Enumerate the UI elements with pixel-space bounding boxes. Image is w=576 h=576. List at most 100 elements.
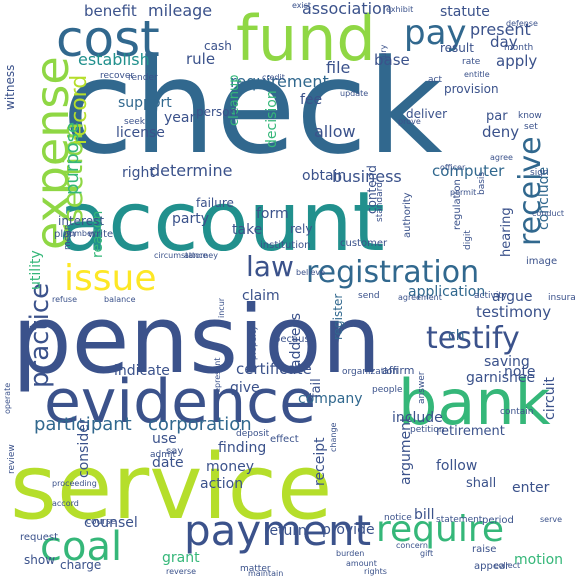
word-change: change bbox=[329, 422, 338, 452]
word-authority: authority bbox=[402, 192, 413, 238]
word-circumstance: circumstance bbox=[154, 251, 208, 260]
word-counsel: counsel bbox=[84, 515, 138, 531]
word-par: par bbox=[486, 109, 508, 124]
word-maintain: maintain bbox=[248, 569, 283, 576]
word-party: party bbox=[172, 211, 209, 227]
word-believe: believe bbox=[296, 268, 325, 277]
word-support: support bbox=[118, 95, 172, 111]
word-statute: statute bbox=[440, 4, 490, 20]
word-account: account bbox=[58, 175, 385, 270]
word-give: give bbox=[230, 380, 260, 396]
word-consider: consider bbox=[76, 418, 92, 478]
word-number: number bbox=[64, 229, 96, 238]
word-computer: computer bbox=[432, 162, 505, 180]
word-enter: enter bbox=[512, 480, 550, 496]
word-cost: cost bbox=[56, 10, 160, 68]
word-expense: expense bbox=[25, 56, 79, 250]
word-decision: decision bbox=[264, 90, 280, 148]
word-prove: prove bbox=[398, 117, 421, 126]
word-permit: permit bbox=[450, 188, 476, 197]
word-claim: claim bbox=[242, 288, 280, 304]
word-circuit: circuit bbox=[542, 377, 558, 420]
word-plan: plan bbox=[54, 229, 76, 240]
word-law: law bbox=[246, 250, 294, 283]
word-recover: recover bbox=[100, 71, 134, 81]
word-petition: petition bbox=[410, 425, 445, 435]
word-update: update bbox=[340, 89, 368, 98]
word-receive: receive bbox=[513, 136, 548, 246]
word-rule: rule bbox=[186, 50, 215, 68]
word-reason: reason bbox=[90, 211, 106, 258]
word-rate: rate bbox=[462, 57, 481, 67]
word-application: application bbox=[408, 284, 485, 300]
word-person: person bbox=[196, 105, 237, 119]
word-record: record bbox=[67, 75, 92, 145]
word-obtain: obtain bbox=[302, 168, 346, 184]
word-interest: interest bbox=[58, 214, 104, 228]
word-business: business bbox=[332, 167, 402, 186]
word-witness: witness bbox=[3, 65, 17, 110]
word-course: course bbox=[86, 517, 117, 527]
word-allow: allow bbox=[314, 122, 356, 141]
word-service: service bbox=[10, 435, 332, 540]
word-fund: fund bbox=[236, 2, 376, 75]
word-bill: bill bbox=[414, 507, 435, 523]
word-right: right bbox=[122, 165, 155, 181]
word-mean: mean bbox=[63, 224, 73, 250]
word-motion: motion bbox=[514, 552, 563, 568]
word-ch: ch bbox=[448, 328, 465, 344]
word-jury: jury bbox=[379, 44, 388, 61]
word-basis: basis bbox=[477, 172, 487, 195]
word-concern: concern bbox=[396, 541, 428, 550]
word-testify: testify bbox=[426, 321, 520, 356]
word-fail: fail bbox=[309, 378, 324, 398]
word-retirement: retirement bbox=[436, 424, 505, 439]
word-serve: serve bbox=[540, 515, 562, 524]
word-year: year bbox=[164, 110, 195, 126]
word-period: period bbox=[482, 515, 514, 526]
word-note: note bbox=[504, 364, 536, 380]
word-bank: bank bbox=[398, 366, 551, 439]
word-show: show bbox=[24, 553, 55, 567]
word-seek: seek bbox=[124, 117, 146, 127]
word-receipt: receipt bbox=[312, 437, 328, 486]
word-answer: answer bbox=[417, 371, 427, 404]
word-day: day bbox=[490, 33, 518, 51]
word-defense: defense bbox=[506, 19, 538, 28]
word-hearing: hearing bbox=[499, 207, 514, 257]
word-corporation: corporation bbox=[148, 414, 252, 435]
word-officer: officer bbox=[440, 163, 466, 172]
word-money: money bbox=[206, 459, 254, 475]
word-contain: contain bbox=[500, 407, 533, 417]
word-say: say bbox=[166, 446, 183, 457]
word-coal: coal bbox=[40, 524, 122, 570]
word-determine: determine bbox=[150, 161, 232, 180]
word-balance: balance bbox=[104, 295, 136, 304]
word-property: property bbox=[249, 325, 258, 360]
word-proceeding: proceeding bbox=[52, 479, 97, 488]
word-organization: organization bbox=[342, 367, 398, 377]
word-refuse: refuse bbox=[52, 295, 77, 304]
word-incur: incur bbox=[217, 297, 226, 318]
word-testimony: testimony bbox=[476, 303, 551, 321]
word-attorney: attorney bbox=[184, 251, 218, 260]
word-take: take bbox=[232, 222, 262, 238]
word-exhibit: exhibit bbox=[386, 5, 413, 14]
word-practice: practice bbox=[25, 283, 55, 388]
word-check: check bbox=[62, 31, 443, 183]
word-reverse: reverse bbox=[166, 567, 196, 576]
word-participant: participant bbox=[34, 414, 132, 435]
word-regulation: regulation bbox=[452, 179, 463, 230]
word-shall: shall bbox=[466, 476, 496, 491]
word-pension: pension bbox=[12, 286, 381, 395]
word-provision: provision bbox=[444, 82, 499, 96]
word-base: base bbox=[374, 51, 410, 69]
word-gift: gift bbox=[420, 549, 433, 558]
word-argue: argue bbox=[492, 289, 532, 305]
word-failure: failure bbox=[196, 196, 234, 210]
word-request: request bbox=[20, 532, 58, 543]
word-apply: apply bbox=[496, 52, 537, 70]
word-sign: sign bbox=[530, 168, 549, 178]
word-company: company bbox=[298, 391, 363, 407]
